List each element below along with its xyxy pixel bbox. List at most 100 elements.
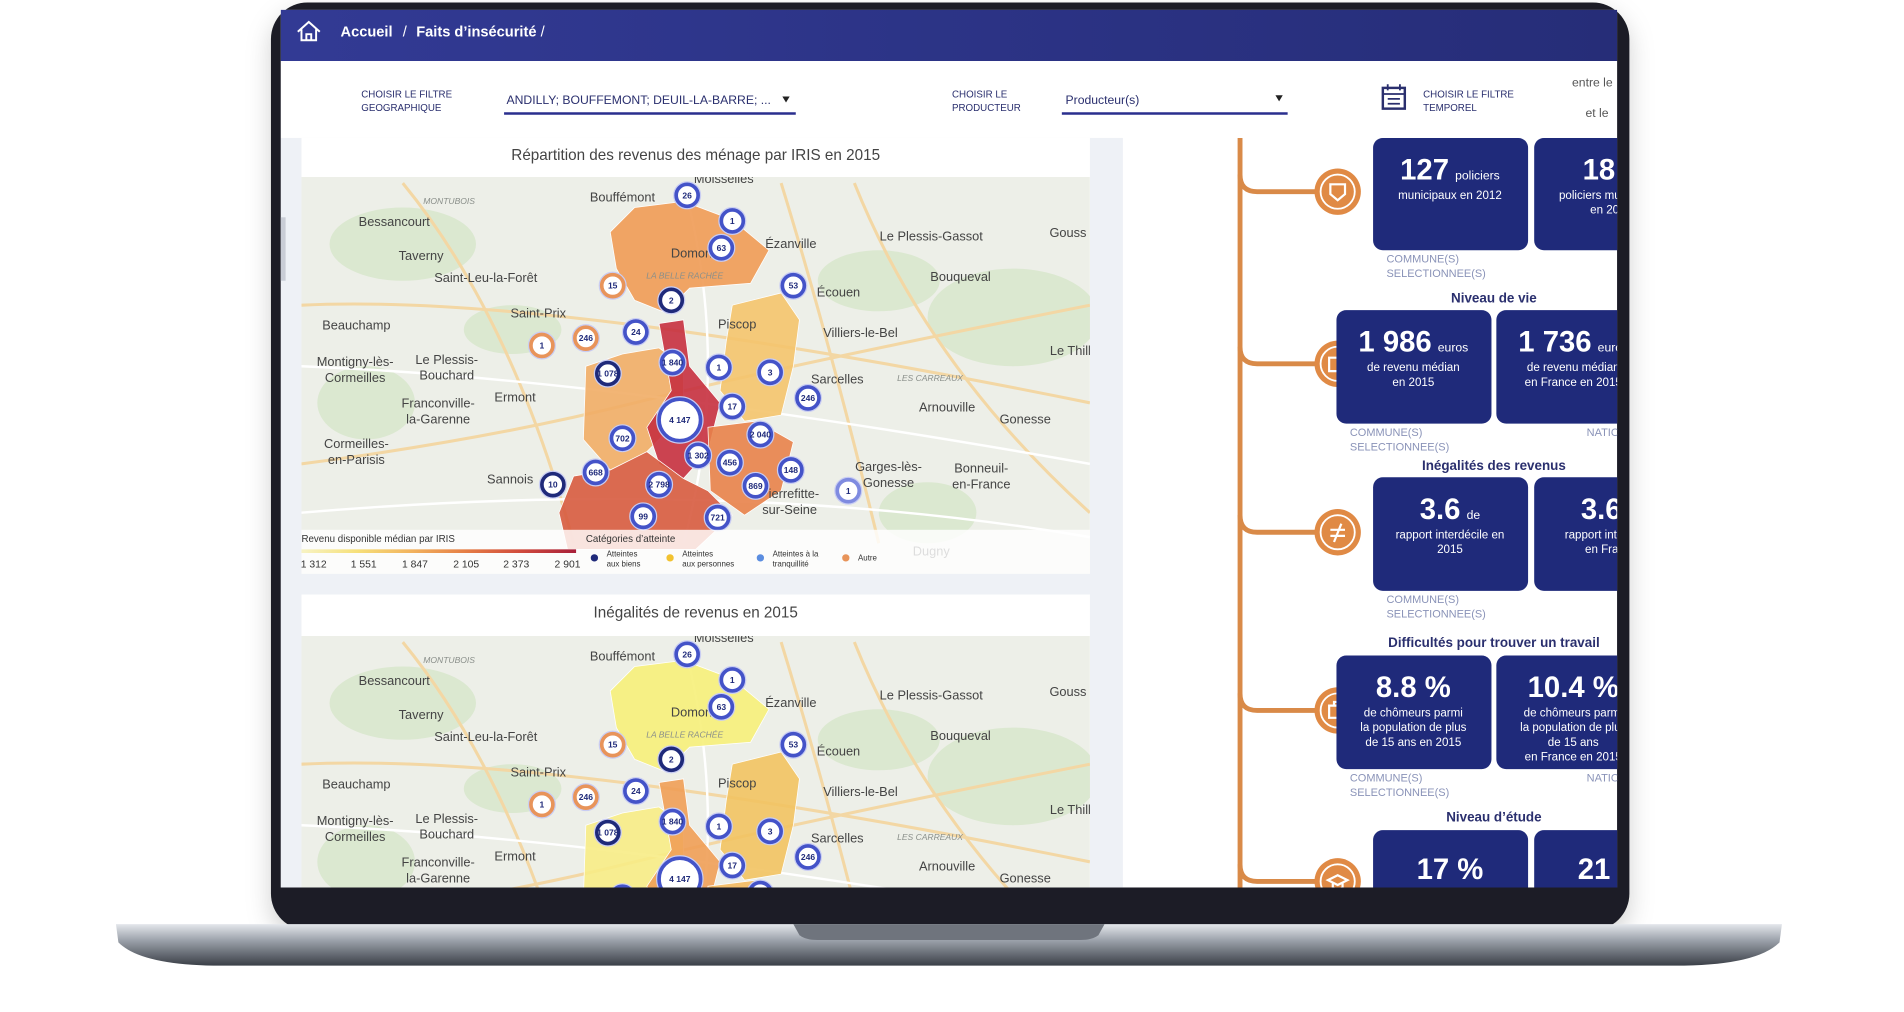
indicator-value: 1 986 euros	[1358, 326, 1468, 359]
incident-count: 99	[638, 970, 648, 980]
incident-count: 99	[638, 511, 648, 521]
scope-label: SELECTIONNEE(S)	[1387, 609, 1486, 621]
place-label: LA BELLE RACHÉE	[646, 729, 723, 739]
incident-count: 1	[717, 821, 722, 831]
incident-marker-ring	[595, 819, 621, 846]
incident-count: 1 840	[662, 358, 684, 368]
place-label-line: Pierrefitte-	[760, 486, 819, 501]
incident-marker-ring	[582, 459, 609, 486]
timeline-branch	[1237, 346, 1316, 367]
screen: Accueil / Faits d’insécurité / CHOISIR LE F…	[280, 9, 1628, 1012]
place-label: Montigny-lès-Cormeilles	[317, 813, 394, 844]
indicator-number: 3.6	[1581, 493, 1622, 526]
filter-label: CHOISIR LE FILTRE	[1423, 90, 1514, 101]
place-label-line: Domont	[671, 246, 716, 261]
map-road	[401, 641, 539, 888]
incident-marker-ring	[657, 856, 703, 888]
place-label-line: Le Plessis-	[415, 811, 478, 826]
incident-marker-ring	[749, 880, 772, 888]
indicator-caption: municipaux en 2012	[1398, 190, 1502, 202]
legend-item: Atteintes	[682, 550, 713, 559]
incident-count: 1	[540, 800, 545, 810]
calendar-icon[interactable]	[1381, 86, 1407, 110]
place-label-line: Arnouville	[919, 858, 975, 873]
incident-marker-ring	[835, 477, 862, 504]
place-label-line: Saint-Leu-la-Forêt	[434, 729, 538, 744]
indicator-caption: de revenu médian	[1527, 362, 1620, 374]
place-label: Saint-Leu-la-Forêt	[434, 729, 538, 744]
incident-marker[interactable]	[630, 963, 656, 989]
indicator-value: 1 736 euros	[1518, 326, 1628, 359]
place-label-line: Bouchard	[419, 827, 474, 842]
dropdown-arrow[interactable]	[1275, 95, 1283, 102]
timeline-branch	[1237, 174, 1316, 195]
incident-count: 15	[608, 740, 618, 750]
incident-count: 26	[682, 190, 692, 200]
incident-marker[interactable]	[705, 964, 731, 990]
place-label: Pierrefitte-sur-Seine	[760, 486, 819, 517]
place-label-line: Sarcelles	[811, 371, 864, 386]
scope-label: COMMUNE(S)	[1350, 772, 1423, 784]
indicator-caption: 2015	[1437, 544, 1463, 556]
legend-tick: 2 901	[555, 560, 581, 571]
legend-gradient	[301, 549, 577, 553]
top-bar	[280, 9, 1618, 62]
incident-marker-ring	[719, 393, 746, 420]
indicator-caption: de 15 ans	[1548, 737, 1599, 749]
incident-count: 15	[608, 281, 618, 291]
place-label-line: Beauchamp	[322, 777, 390, 792]
place-label-line: Bouffémont	[590, 189, 656, 204]
map-greenery	[817, 250, 940, 312]
place-label-line: Franconville-	[402, 855, 475, 870]
incident-count: 1 078	[597, 369, 619, 379]
incident-marker-ring	[658, 287, 685, 314]
place-label: LES CARREAUX	[897, 832, 963, 842]
indicator-caption: en France en 2015	[1525, 752, 1622, 764]
scope-label: COMMUNE(S)	[1387, 253, 1460, 265]
incident-count: 1	[846, 486, 851, 496]
incident-count: 3	[768, 826, 773, 836]
place-label-line: Bouqueval	[930, 728, 990, 743]
breadcrumb-item: Accueil	[341, 25, 393, 41]
scope-label: SELECTIONNEE(S)	[1350, 441, 1449, 453]
incident-marker-ring	[707, 966, 729, 988]
indicator-number: 1 986	[1358, 326, 1431, 359]
dropdown-arrow[interactable]	[782, 96, 790, 103]
place-label-line: Arnouville	[919, 399, 975, 414]
filters: CHOISIR LE FILTRE GEOGRAPHIQUE CHOISIR LE P…	[361, 76, 1613, 121]
place-label: Saint-Leu-la-Forêt	[434, 270, 538, 285]
place-label-line: Bouchard	[419, 368, 474, 383]
place-label-line: Gonesse	[1000, 412, 1051, 427]
indicators: 127 policiers municipaux en 2012 18 3 polici…	[1237, 137, 1628, 888]
legend-tick: 2 373	[503, 560, 529, 571]
legend-item: aux biens	[607, 559, 641, 568]
legend-item: Atteintes	[607, 550, 638, 559]
incident-marker-ring	[706, 354, 732, 381]
indicator-unit: euros	[1598, 341, 1628, 355]
incident-count: 1	[540, 341, 545, 351]
incident-marker-ring	[780, 272, 807, 299]
map-road	[301, 761, 1090, 864]
place-label-line: Bessancourt	[359, 673, 431, 688]
timeline-branch	[1237, 864, 1316, 884]
indicator-card	[1336, 655, 1492, 770]
place-label-line: la-Garenne	[406, 412, 470, 427]
home-icon[interactable]	[297, 20, 321, 42]
incident-marker-ring	[646, 471, 672, 498]
place-label: Villiers-le-Bel	[823, 784, 897, 799]
place-label-line: Cormeilles	[325, 370, 385, 385]
legend-title: Revenu disponible médian par IRIS	[301, 534, 455, 545]
place-label-line: Cormeilles-	[324, 436, 389, 451]
place-label: Le Thill	[1050, 343, 1091, 358]
place-label: Dugny	[913, 1002, 951, 1012]
indicator-caption: de chômeurs parmi	[1524, 708, 1623, 720]
incident-count: 63	[717, 243, 727, 253]
indicator-card	[1373, 137, 1529, 251]
incident-marker-ring	[595, 360, 621, 387]
incident-marker-ring	[599, 272, 626, 299]
place-label-line: sur-Seine	[762, 502, 817, 517]
place-label-line: Écouen	[817, 744, 860, 759]
place-label-line: Le Plessis-	[415, 352, 478, 367]
place-label-line: Dugny	[913, 1002, 951, 1012]
place-label-line: Cormeilles	[325, 829, 385, 844]
